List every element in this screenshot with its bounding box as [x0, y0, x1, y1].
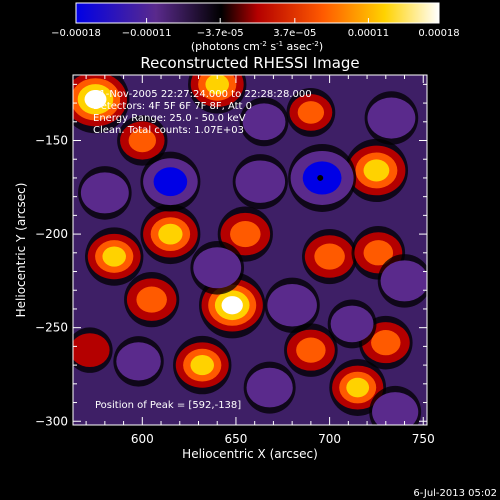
heatmap-blob: [232, 154, 288, 210]
annotation-energy: Energy Range: 25.0 - 50.0 keV: [93, 113, 246, 124]
heatmap-blob: [85, 227, 144, 286]
heatmap-blob: [369, 385, 422, 425]
heatmap-blob: [239, 97, 289, 147]
heatmap-blob: [140, 151, 201, 212]
plot-frame: [72, 74, 428, 426]
x-axis-label: Heliocentric X (arcsec): [182, 447, 318, 461]
x-tick-label: 650: [224, 432, 247, 446]
heatmap-blob: [124, 271, 180, 328]
heatmap-blob: [173, 335, 232, 395]
colorbar-tick-label: 0.00011: [348, 28, 389, 39]
colorbar-units: (photons cm-2 s-1 asec-2): [191, 40, 323, 53]
x-tick-label: 750: [412, 432, 435, 446]
colorbar-ticks: −0.00018 −0.00011 −3.7e-05 3.7e−05 0.00011 0.…: [51, 18, 460, 39]
annotation-time: 21-Nov-2005 22:27:24.000 to 22:28:28.000: [93, 89, 312, 100]
colorbar-tick-label: −0.00018: [51, 28, 101, 39]
axis-ticks: 600 650 700 750 −150 −200 −250 −300: [35, 75, 435, 446]
x-tick-label: 700: [318, 432, 341, 446]
heatmap-blob: [302, 228, 358, 285]
heatmap-blob: [217, 206, 273, 262]
y-tick-label: −200: [35, 227, 68, 241]
heatmap-blob: [117, 115, 168, 166]
heatmap-blob: [286, 88, 336, 137]
annotation-block: 21-Nov-2005 22:27:24.000 to 22:28:28.000…: [93, 89, 312, 411]
chart-title: Reconstructed RHESSI Image: [140, 54, 359, 72]
x-tick-label: 600: [131, 432, 154, 446]
heatmap-blob: [140, 204, 201, 265]
heatmap-blob: [264, 277, 320, 333]
colorbar-tick-label: −3.7e-05: [197, 28, 244, 39]
peak-marker: [317, 174, 324, 181]
heatmap-blob: [73, 327, 113, 373]
heatmap-blob: [284, 323, 338, 377]
y-tick-label: −300: [35, 414, 68, 428]
heatmap-blob: [78, 166, 132, 220]
heatmap-image: [73, 75, 427, 425]
annotation-clean: Clean. Total counts: 1.07E+03: [93, 125, 244, 136]
colorbar-tick-label: −0.00011: [122, 28, 172, 39]
heatmap-blob: [73, 75, 130, 134]
heatmap-blob: [188, 75, 247, 114]
heatmap-blob: [113, 336, 164, 387]
heatmap-blob: [190, 240, 245, 295]
heatmap-blob: [364, 91, 419, 145]
heatmap-blob: [327, 299, 377, 349]
colorbar-tick-label: 3.7e−05: [273, 28, 316, 39]
y-axis-label: Heliocentric Y (arcsec): [14, 183, 28, 318]
heatmap-blob: [243, 361, 296, 414]
heatmap-blob: [377, 254, 427, 308]
annotation-detectors: Detectors: 4F 5F 6F 7F 8F, Att 0: [93, 101, 252, 112]
y-tick-label: −250: [35, 321, 68, 335]
peak-position-label: Position of Peak = [592,-138]: [95, 400, 241, 411]
y-tick-label: −150: [35, 134, 68, 148]
footer-date: 6-Jul-2013 05:02: [413, 488, 497, 499]
colorbar: [75, 2, 440, 24]
heatmap-blob: [344, 138, 409, 203]
colorbar-tick-label: 0.00018: [418, 28, 459, 39]
